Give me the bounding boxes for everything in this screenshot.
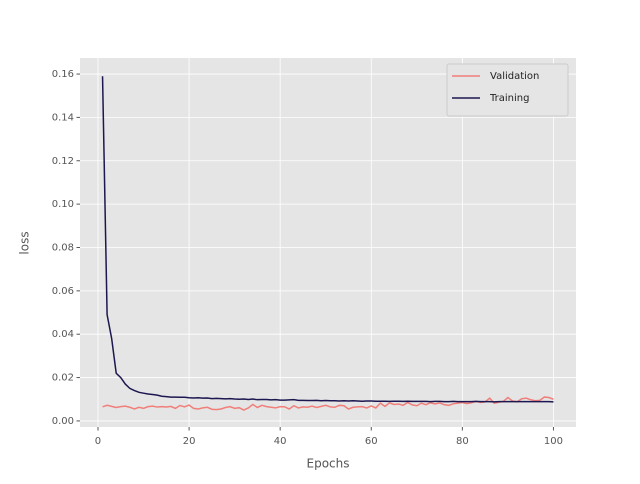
y-tick-label: 0.14	[52, 112, 74, 123]
y-tick-label: 0.06	[52, 286, 74, 297]
y-tick-label: 0.02	[52, 373, 74, 384]
y-tick-label: 0.04	[52, 329, 74, 340]
y-tick-label: 0.10	[52, 199, 74, 210]
y-tick-label: 0.00	[52, 416, 74, 427]
x-tick-label: 60	[365, 436, 378, 447]
x-tick-label: 80	[456, 436, 469, 447]
y-tick-label: 0.08	[52, 242, 74, 253]
y-tick-label: 0.16	[52, 69, 74, 80]
y-axis-label: loss	[18, 231, 32, 254]
x-tick-label: 20	[183, 436, 196, 447]
x-tick-label: 40	[274, 436, 287, 447]
x-tick-label: 100	[544, 436, 563, 447]
legend-label: Training	[489, 93, 529, 104]
legend-box	[446, 63, 569, 117]
plot-area	[80, 58, 576, 427]
x-tick-label: 0	[95, 436, 101, 447]
y-tick-label: 0.12	[52, 156, 74, 167]
x-axis-label: Epochs	[307, 457, 350, 471]
legend-label: Validation	[490, 71, 539, 82]
line-series	[101, 76, 554, 403]
